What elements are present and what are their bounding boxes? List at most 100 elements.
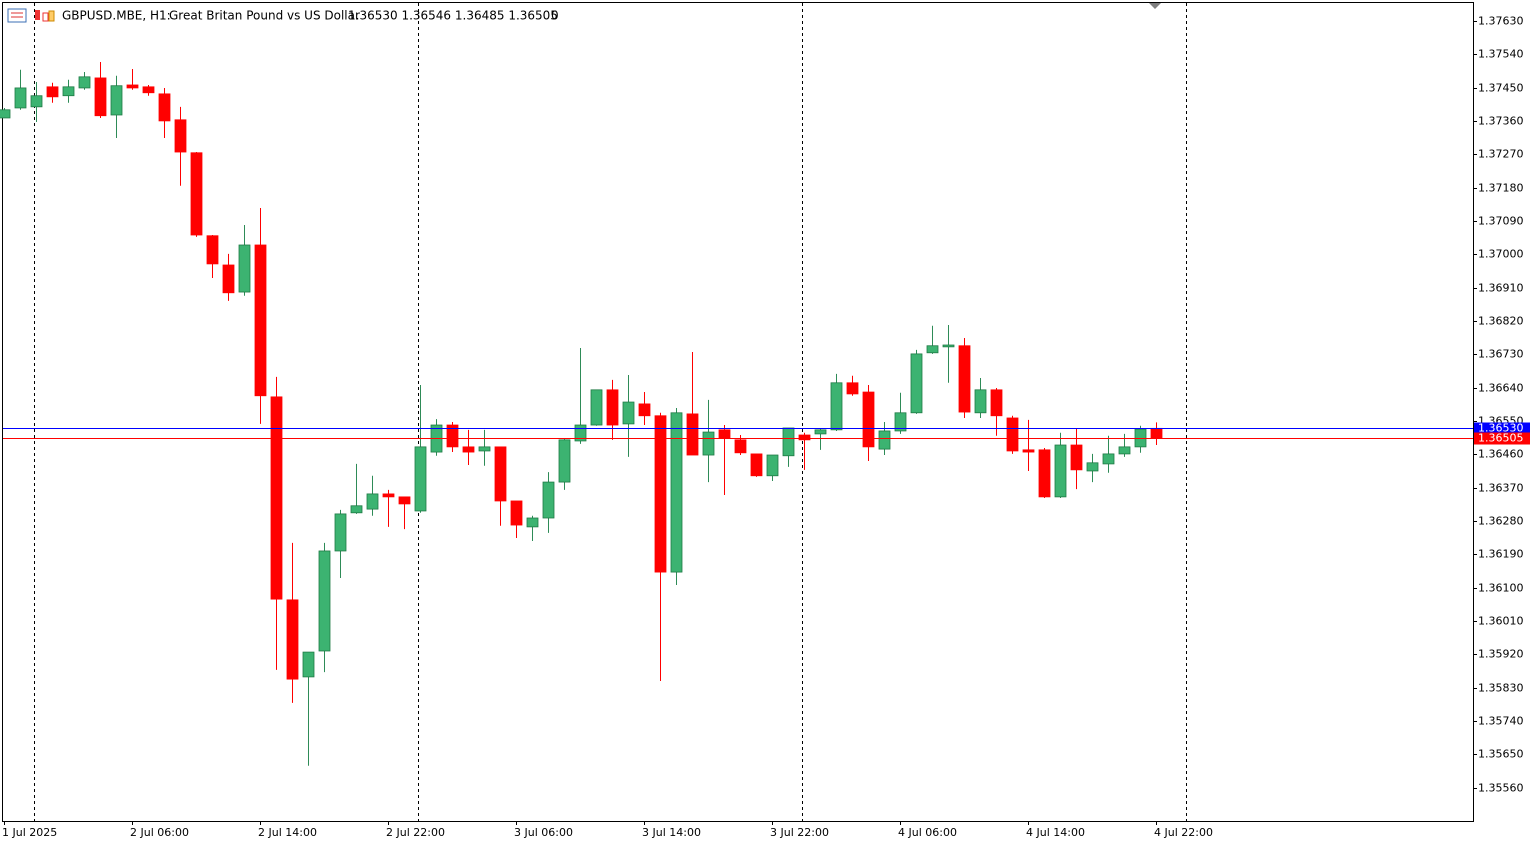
- candle-body: [558, 439, 571, 483]
- candle-body: [798, 434, 811, 441]
- candle-body: [462, 446, 475, 453]
- candle-body: [1102, 453, 1115, 465]
- candle-body: [382, 493, 395, 498]
- icon: [35, 10, 40, 20]
- y-tick-label: 1.35560: [1478, 782, 1524, 795]
- y-tick-label: 1.36190: [1478, 548, 1524, 561]
- x-tick-label: 4 Jul 22:00: [1154, 826, 1213, 839]
- candle-body: [14, 87, 27, 109]
- x-tick-label: 1 Jul 2025: [2, 826, 57, 839]
- candle-body: [606, 389, 619, 426]
- header-icons: [7, 8, 55, 23]
- candle-body: [190, 152, 203, 236]
- candle-body: [446, 424, 459, 448]
- candle-body: [1038, 449, 1051, 498]
- y-tick-label: 1.37090: [1478, 215, 1524, 228]
- y-tick-label: 1.36100: [1478, 582, 1524, 595]
- candle-body: [1006, 417, 1019, 452]
- symbol: GBPUSD.MBE, H1:: [62, 9, 171, 23]
- candle-body: [270, 396, 283, 600]
- candle-body: [990, 389, 1003, 417]
- candle-body: [318, 550, 331, 652]
- candle-body: [510, 500, 523, 526]
- candle-body: [846, 382, 859, 395]
- candle-body: [174, 119, 187, 153]
- candle-body: [478, 446, 491, 452]
- candle-body: [1086, 462, 1099, 472]
- candle-body: [782, 427, 795, 457]
- candle-body: [350, 505, 363, 514]
- candle-body: [670, 412, 683, 573]
- plot-frame: [2, 2, 1474, 822]
- candle-body: [574, 424, 587, 442]
- icon: [7, 8, 27, 23]
- price-label-box: [1474, 432, 1530, 445]
- price-label: 1.36530: [1478, 422, 1524, 435]
- candle-body: [958, 345, 971, 413]
- candle-body: [974, 389, 987, 414]
- y-tick-label: 1.36460: [1478, 448, 1524, 461]
- candle-body: [1118, 446, 1131, 455]
- candle-body: [94, 77, 107, 117]
- price-label-box: [1474, 422, 1530, 435]
- candle-body: [862, 391, 875, 448]
- candle-body: [286, 599, 299, 680]
- candle-body: [894, 412, 907, 432]
- candle-body: [542, 481, 555, 519]
- candle-body: [638, 403, 651, 417]
- header-volume: 0: [551, 9, 559, 23]
- shift-marker: [1149, 3, 1161, 9]
- x-tick-label: 4 Jul 06:00: [898, 826, 957, 839]
- y-tick-label: 1.36910: [1478, 282, 1524, 295]
- candle-body: [1134, 428, 1147, 448]
- candle-body: [206, 235, 219, 265]
- candle-body: [878, 430, 891, 450]
- y-tick-label: 1.37270: [1478, 148, 1524, 161]
- candle-body: [142, 86, 155, 94]
- candle-body: [718, 429, 731, 439]
- candle-body: [78, 76, 91, 89]
- x-tick-label: 3 Jul 06:00: [514, 826, 573, 839]
- y-tick-label: 1.37360: [1478, 115, 1524, 128]
- candle-body: [366, 493, 379, 510]
- candle-body: [30, 95, 43, 108]
- icon: [42, 12, 49, 22]
- y-tick-label: 1.37630: [1478, 15, 1524, 28]
- candle-body: [126, 84, 139, 89]
- header-ohlc: 1.36530 1.36546 1.36485 1.36505: [348, 9, 558, 23]
- candle-body: [766, 454, 779, 477]
- x-tick-label: 3 Jul 14:00: [642, 826, 701, 839]
- candle-body: [686, 413, 699, 456]
- candle-body: [0, 109, 11, 119]
- y-tick-label: 1.35920: [1478, 648, 1524, 661]
- candle-body: [414, 446, 427, 512]
- y-tick-label: 1.36280: [1478, 515, 1524, 528]
- icon: [48, 10, 55, 22]
- candle-body: [526, 517, 539, 528]
- candle-body: [702, 431, 715, 456]
- candle-body: [158, 93, 171, 122]
- candle-body: [1054, 444, 1067, 498]
- y-tick-label: 1.35650: [1478, 748, 1524, 761]
- candle-body: [334, 513, 347, 552]
- x-tick-label: 3 Jul 22:00: [770, 826, 829, 839]
- y-tick-label: 1.36370: [1478, 482, 1524, 495]
- x-tick-label: 2 Jul 06:00: [130, 826, 189, 839]
- candle-body: [830, 382, 843, 431]
- candle-body: [750, 453, 763, 477]
- candle-body: [910, 353, 923, 414]
- candle-body: [942, 344, 955, 348]
- candle-body: [398, 496, 411, 505]
- candle-body: [62, 86, 75, 97]
- candle-body: [302, 651, 315, 678]
- candle-body: [590, 389, 603, 426]
- candle-body: [1150, 427, 1163, 439]
- y-tick-label: 1.37180: [1478, 182, 1524, 195]
- y-tick-label: 1.37000: [1478, 248, 1524, 261]
- candle-body: [254, 244, 267, 397]
- y-tick-label: 1.35830: [1478, 682, 1524, 695]
- y-tick-label: 1.36010: [1478, 615, 1524, 628]
- candle-body: [222, 264, 235, 294]
